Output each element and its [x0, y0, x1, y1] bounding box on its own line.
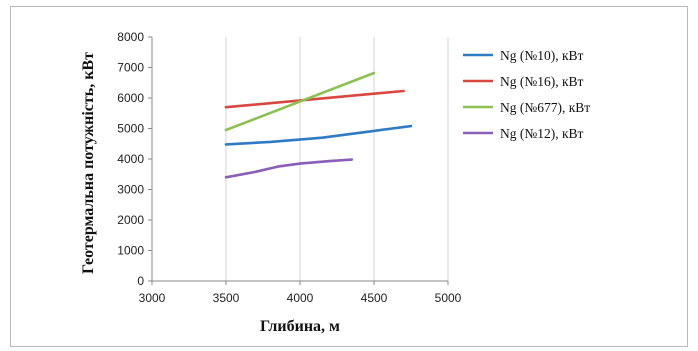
legend-label-3: Ng (№677), кВт	[500, 100, 590, 115]
legend: Ng (№10), кВт Ng (№16), кВт Ng (№677), кВт…	[463, 48, 590, 141]
x-tick-label: 3000	[139, 291, 166, 305]
y-tick-labels: 0 1000 2000 3000 4000 5000 6000 7000 8000	[117, 30, 144, 288]
y-tick-label: 3000	[117, 183, 144, 197]
series-lines	[224, 71, 413, 179]
y-axis-label: Геотермальна потужність, кВт	[80, 52, 97, 274]
y-tick-label: 4000	[117, 152, 144, 166]
x-tick-label: 4500	[361, 291, 388, 305]
y-tick-label: 8000	[117, 30, 144, 44]
x-tick-label: 5000	[435, 291, 462, 305]
axes	[148, 36, 449, 285]
legend-label-2: Ng (№16), кВт	[500, 74, 584, 89]
y-tick-label: 5000	[117, 122, 144, 136]
series-line-3	[224, 71, 376, 132]
y-tick-label: 6000	[117, 91, 144, 105]
series-line-4	[224, 158, 354, 179]
y-tick-label: 7000	[117, 61, 144, 75]
x-tick-labels: 3000 3500 4000 4500 5000	[139, 291, 462, 305]
legend-label-4: Ng (№12), кВт	[500, 126, 584, 141]
y-tick-label: 2000	[117, 213, 144, 227]
series-line-2	[224, 89, 405, 109]
y-tick-label: 0	[137, 274, 144, 288]
x-axis-label: Глибина, м	[260, 318, 340, 335]
legend-label-1: Ng (№10), кВт	[500, 48, 584, 63]
x-tick-label: 4000	[287, 291, 314, 305]
y-tick-label: 1000	[117, 244, 144, 258]
series-line-1	[224, 124, 413, 146]
x-tick-label: 3500	[213, 291, 240, 305]
chart-frame	[10, 6, 688, 347]
grid-lines	[225, 37, 449, 281]
